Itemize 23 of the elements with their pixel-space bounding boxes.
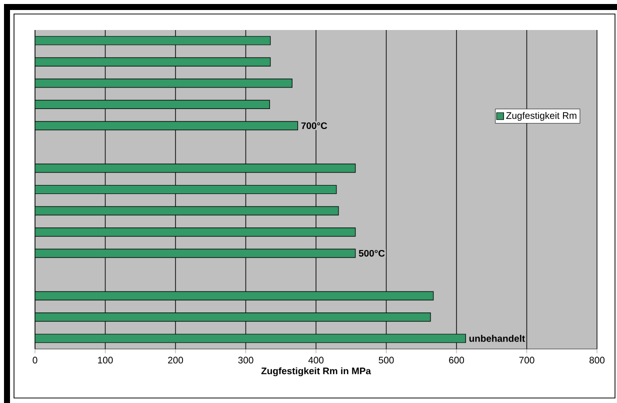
- y-tick-label: 500°C: [358, 250, 385, 257]
- x-tick-label: 200: [168, 356, 184, 364]
- x-axis-title: Zugfestigkeit Rm in MPa: [261, 367, 372, 376]
- x-tick-label: 0: [32, 356, 38, 364]
- x-tick-label: 300: [238, 356, 254, 364]
- legend-label: Zugfestigkeit Rm: [506, 112, 576, 121]
- bar: [35, 57, 271, 66]
- bar: [35, 36, 271, 46]
- x-tick-label: 600: [449, 356, 464, 364]
- x-tick-label: 800: [590, 356, 605, 364]
- bar: [35, 334, 466, 343]
- x-tick-label: 500: [378, 356, 394, 364]
- x-tick-label: 700: [519, 356, 534, 364]
- x-tick-label: 400: [308, 356, 324, 364]
- y-tick-label: unbehandelt: [469, 334, 525, 342]
- y-tick-label: 700°C: [301, 122, 328, 130]
- x-tick-label: 100: [98, 356, 113, 364]
- bar: [35, 78, 292, 88]
- bar: [35, 100, 270, 109]
- bar: [35, 291, 434, 300]
- bar: [35, 227, 356, 237]
- bar: [35, 312, 431, 322]
- bar: [35, 184, 337, 194]
